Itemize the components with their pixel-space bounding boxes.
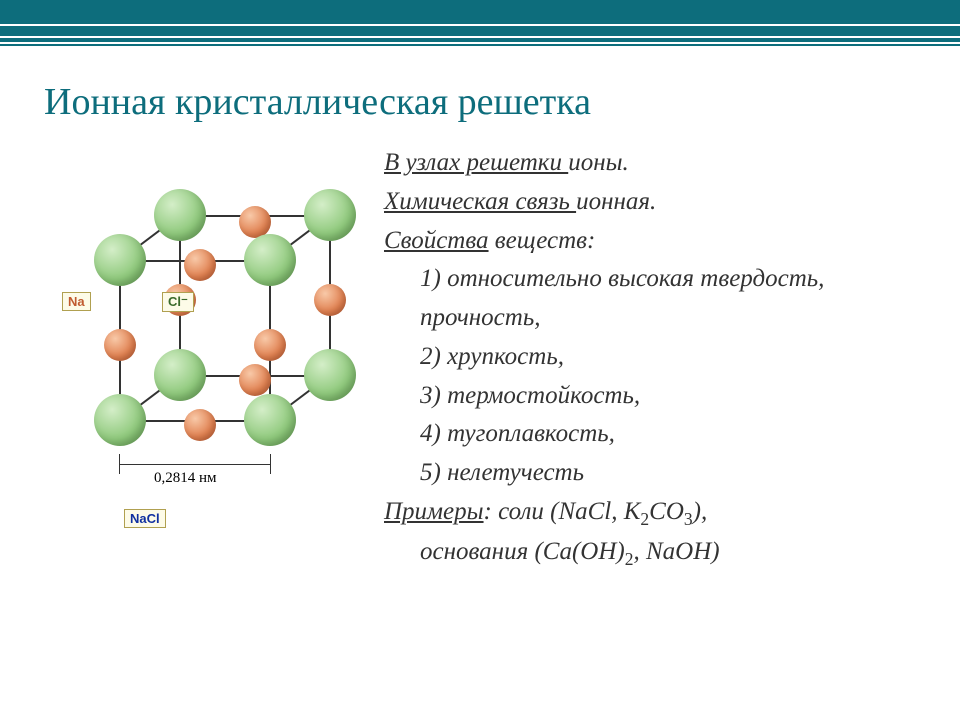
page-title: Ионная кристаллическая решетка [30, 50, 930, 144]
sub: 2 [640, 509, 649, 529]
content-row: Na Cl⁻ 0,2814 нм NaCl В узлах решетки ио… [30, 144, 930, 573]
dim-tick [119, 454, 120, 474]
text: ), [693, 498, 708, 525]
na-atom [184, 249, 216, 281]
na-atom [314, 284, 346, 316]
text: основания (Ca(OH) [420, 538, 625, 565]
prop-3: 3) термостойкость, [384, 377, 916, 416]
cl-atom [154, 349, 206, 401]
na-atom [104, 329, 136, 361]
dim-tick [270, 454, 271, 474]
text-column: В узлах решетки ионы. Химическая связь и… [384, 144, 916, 573]
prop-4: 4) тугоплавкость, [384, 415, 916, 454]
underlined: Химическая связь [384, 188, 576, 215]
cl-label: Cl⁻ [162, 292, 194, 312]
text: , NaOH) [633, 538, 719, 565]
line-nodes: В узлах решетки ионы. [384, 144, 916, 183]
cl-atom [304, 189, 356, 241]
text: ионная. [576, 188, 656, 215]
cl-atom [244, 234, 296, 286]
text: ионы. [568, 149, 629, 176]
prop-2: 2) хрупкость, [384, 338, 916, 377]
na-atom [239, 364, 271, 396]
nacl-label: NaCl [124, 509, 166, 528]
slide-content: Ионная кристаллическая решетка [30, 50, 930, 700]
cl-atom [94, 394, 146, 446]
prop-5: 5) нелетучесть [384, 454, 916, 493]
header-stripe-4 [0, 44, 960, 46]
dimension-text: 0,2814 нм [154, 470, 217, 487]
underlined: Примеры [384, 498, 484, 525]
line-props-head: Свойства веществ: [384, 222, 916, 261]
line-bond: Химическая связь ионная. [384, 183, 916, 222]
na-label: Na [62, 292, 91, 311]
crystal-lattice-diagram: Na Cl⁻ 0,2814 нм NaCl [64, 184, 344, 484]
na-atom [184, 409, 216, 441]
header-stripe-1 [0, 0, 960, 24]
na-atom [254, 329, 286, 361]
text: веществ: [489, 227, 596, 254]
cl-atom [244, 394, 296, 446]
underlined: В узлах решетки [384, 149, 568, 176]
cl-atom [154, 189, 206, 241]
cl-atom [94, 234, 146, 286]
sub: 3 [684, 509, 693, 529]
header-stripe-2 [0, 26, 960, 36]
dim-line [119, 464, 271, 465]
text: : соли (NaCl, K [484, 498, 641, 525]
header-stripe-3 [0, 38, 960, 42]
cl-atom [304, 349, 356, 401]
line-examples: Примеры: соли (NaCl, K2CO3), [384, 493, 916, 533]
line-bases: основания (Ca(OH)2, NaOH) [384, 533, 916, 573]
text: CO [649, 498, 684, 525]
underlined: Свойства [384, 227, 489, 254]
prop-1: 1) относительно высокая твердость, прочн… [384, 260, 916, 338]
diagram-column: Na Cl⁻ 0,2814 нм NaCl [44, 144, 364, 573]
